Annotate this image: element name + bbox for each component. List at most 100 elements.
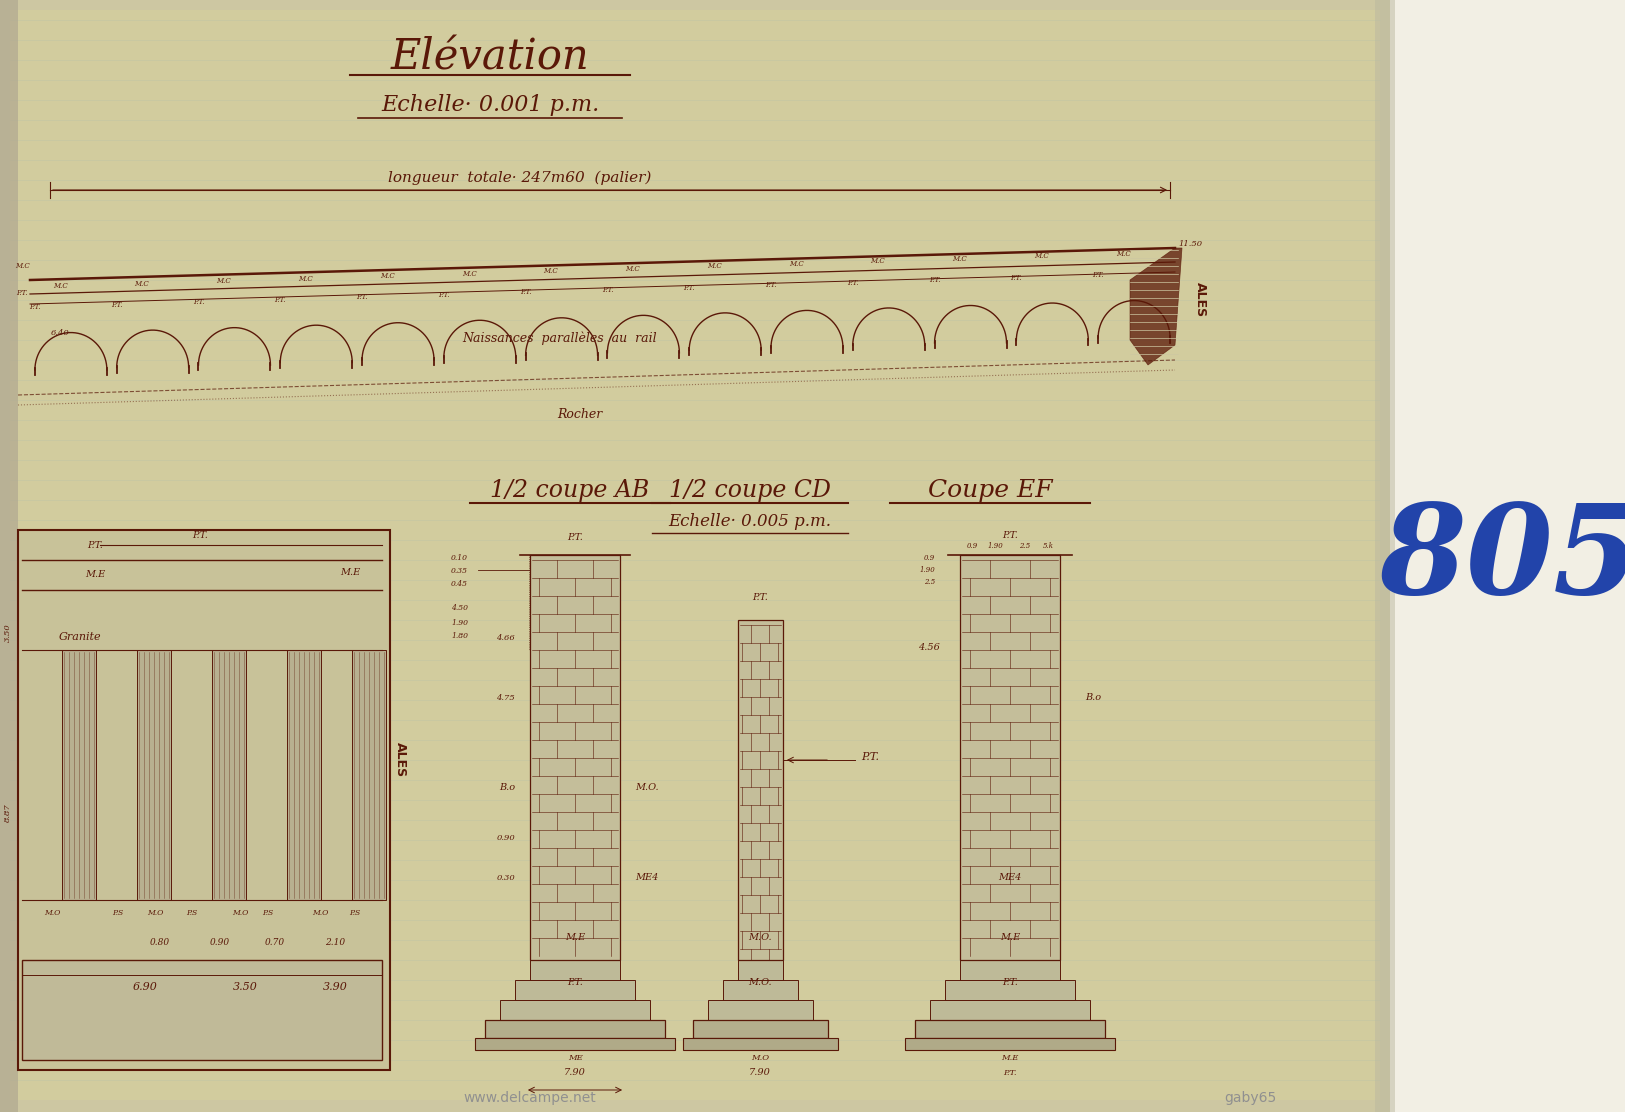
Bar [960,555,1060,960]
Text: longueur  totale· 247m60  (palier): longueur totale· 247m60 (palier) [388,171,652,186]
Text: Echelle· 0.001 p.m.: Echelle· 0.001 p.m. [380,95,600,116]
Text: M.C: M.C [52,282,68,290]
Text: M.E: M.E [566,933,585,942]
Text: M.E: M.E [340,568,361,577]
Text: M.C: M.C [216,277,231,285]
Text: 805: 805 [1380,499,1625,620]
Bar [62,651,96,900]
Text: 0.45: 0.45 [452,580,468,588]
Text: ME: ME [567,1054,582,1062]
Text: gaby65: gaby65 [1224,1091,1276,1105]
Text: 1.90: 1.90 [920,566,934,574]
Text: P.T.: P.T. [1011,274,1022,281]
Text: 1/2 coupe CD: 1/2 coupe CD [670,478,830,502]
Text: P.S: P.S [187,909,198,917]
Bar [288,651,322,900]
Text: 2.10: 2.10 [325,939,344,947]
Text: 2.5: 2.5 [923,578,934,586]
Bar [211,651,245,900]
Bar [18,530,390,1070]
Text: M.E: M.E [999,933,1020,942]
Text: M.C: M.C [788,260,803,268]
Bar [10,10,1380,1100]
Bar [905,1037,1115,1050]
Text: M.C: M.C [1116,250,1131,258]
Text: P.S: P.S [112,909,124,917]
Bar [692,1020,827,1037]
Text: P.T.: P.T. [684,284,696,291]
Text: P.T.: P.T. [29,304,41,311]
Text: 6.40: 6.40 [50,329,70,337]
Bar [682,1037,837,1050]
Text: Elévation: Elévation [390,37,590,79]
Text: P.T.: P.T. [88,542,102,550]
Bar [723,980,798,1000]
Text: 3.50: 3.50 [3,623,11,642]
Text: M.C: M.C [543,267,557,276]
Text: P.T.: P.T. [1003,532,1017,540]
Text: M.O: M.O [312,909,328,917]
Text: 7.90: 7.90 [564,1068,587,1078]
Text: 6.90: 6.90 [133,982,158,992]
Bar [0,0,18,1112]
Text: 4.75: 4.75 [496,694,515,702]
Text: M.C: M.C [380,272,395,280]
Text: 1.80: 1.80 [452,632,468,641]
Text: 4.56: 4.56 [918,643,939,652]
Bar [530,555,621,960]
Text: 5.k: 5.k [1043,542,1053,550]
Bar [946,980,1076,1000]
Text: M.C: M.C [707,262,722,270]
Text: M.C: M.C [626,265,640,272]
Text: P.T.: P.T. [752,593,769,602]
Text: P.T.: P.T. [567,533,583,542]
Text: P.T.: P.T. [1003,977,1017,987]
Bar [915,1020,1105,1037]
Text: M.E: M.E [1001,1054,1019,1062]
Text: M.O.: M.O. [635,783,658,792]
Text: P.T.: P.T. [111,300,122,309]
Text: Echelle· 0.005 p.m.: Echelle· 0.005 p.m. [668,514,832,530]
Text: 7.90: 7.90 [749,1068,770,1078]
Text: Coupe EF: Coupe EF [928,478,1053,502]
Text: M.O: M.O [232,909,249,917]
Text: P.T.: P.T. [601,286,613,294]
Text: M.C: M.C [871,257,886,266]
Text: 3.90: 3.90 [322,982,348,992]
Text: M.O: M.O [751,1054,769,1062]
Text: 0.70: 0.70 [265,939,284,947]
Text: M.C: M.C [952,255,967,262]
Text: ALES: ALES [393,743,406,777]
Bar [23,960,382,1060]
Bar [707,1000,812,1020]
Text: 0.30: 0.30 [496,874,515,882]
Bar [474,1037,674,1050]
Text: P.T.: P.T. [275,296,286,304]
Text: 3.50: 3.50 [232,982,257,992]
Bar [484,1020,665,1037]
Bar [929,1000,1090,1020]
Text: M.C: M.C [15,262,29,270]
Text: 8.87: 8.87 [3,803,11,822]
Text: P.T.: P.T. [929,276,941,285]
Bar [1389,0,1625,1112]
Text: 0.90: 0.90 [496,834,515,842]
Text: Naissances  parallèles  au  rail: Naissances parallèles au rail [463,331,656,345]
Text: M.E: M.E [84,570,106,579]
Bar [738,960,783,980]
Text: P.S: P.S [349,909,361,917]
Text: P.T.: P.T. [193,298,205,306]
Text: 11.50: 11.50 [1178,240,1202,248]
Bar [738,620,783,960]
Text: 4.66: 4.66 [496,634,515,642]
Bar [530,960,621,980]
Text: Granite: Granite [58,632,101,642]
Text: P.T.: P.T. [1003,1069,1017,1078]
Text: Rocher: Rocher [557,408,603,421]
Text: M.O: M.O [146,909,162,917]
Text: P.T.: P.T. [16,289,28,297]
Bar [136,651,171,900]
Text: P.S: P.S [262,909,273,917]
Text: 0.35: 0.35 [452,567,468,575]
Text: P.T.: P.T. [520,288,531,297]
